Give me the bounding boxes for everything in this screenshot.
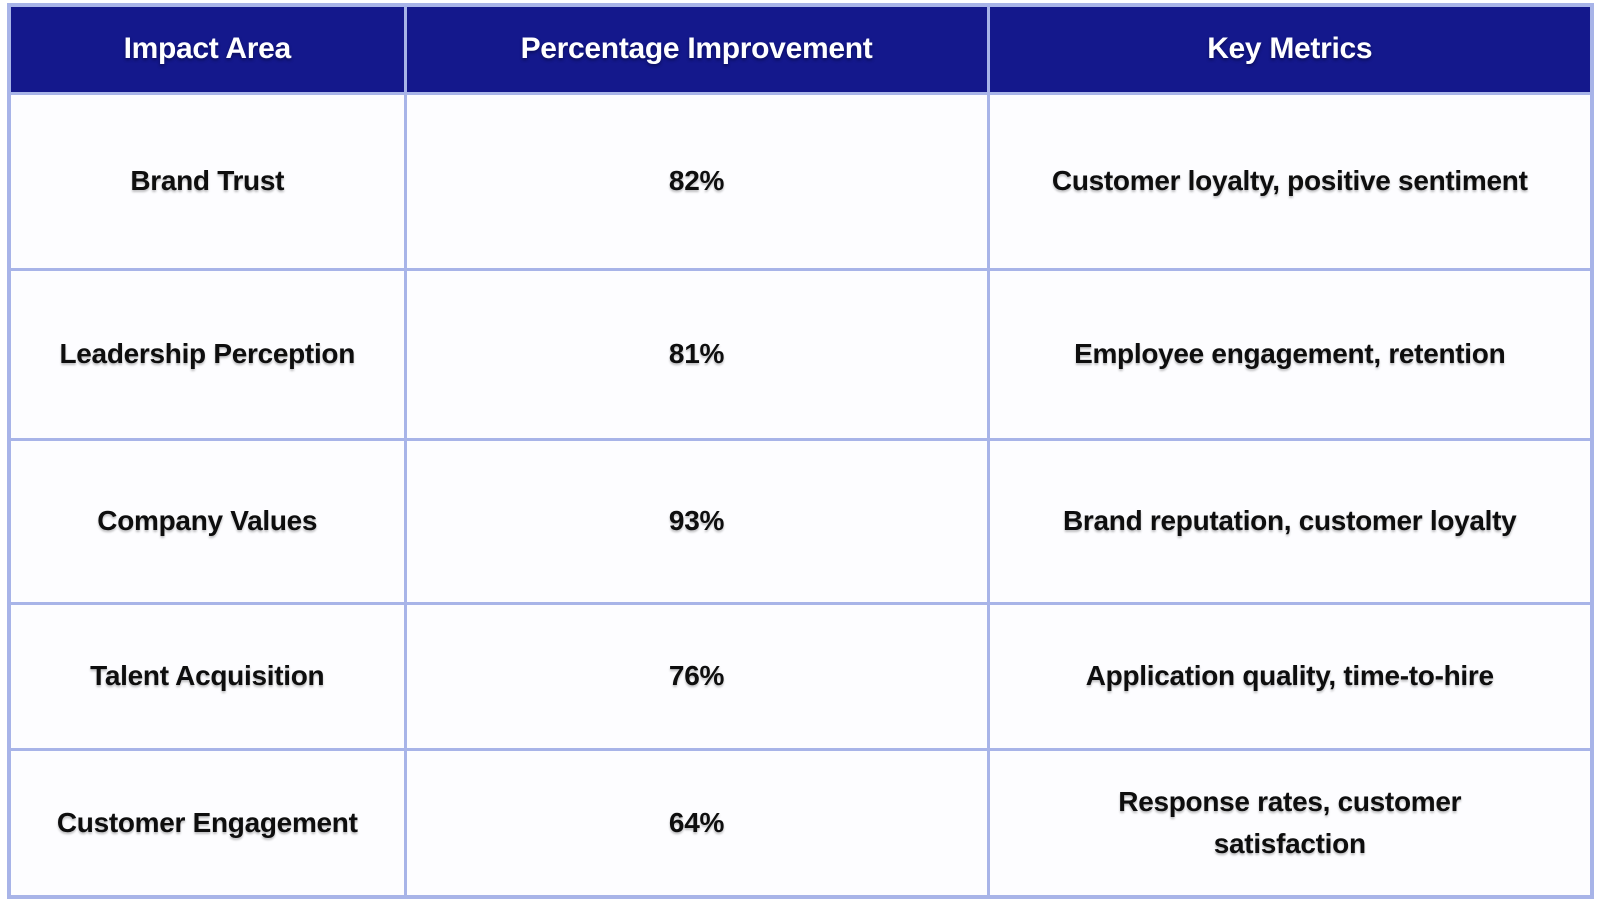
cell-percentage: 76% [403, 601, 990, 751]
cell-impact-area: Brand Trust [7, 91, 407, 271]
column-header-impact-area: Impact Area [7, 3, 407, 95]
cell-impact-area: Leadership Perception [7, 267, 407, 441]
cell-percentage: 82% [403, 91, 990, 271]
cell-impact-area: Talent Acquisition [7, 601, 407, 751]
table-row-customer-engagement: Customer Engagement 64% Response rates, … [7, 747, 1594, 899]
column-header-key-metrics: Key Metrics [986, 3, 1594, 95]
cell-key-metrics: Employee engagement, retention [986, 267, 1594, 441]
table-row-brand-trust: Brand Trust 82% Customer loyalty, positi… [7, 91, 1594, 271]
cell-key-metrics-text: Response rates, customer satisfaction [1118, 785, 1462, 859]
cell-key-metrics: Response rates, customer satisfaction [986, 747, 1594, 899]
table-row-leadership-perception: Leadership Perception 81% Employee engag… [7, 267, 1594, 441]
cell-percentage: 81% [403, 267, 990, 441]
table-row-talent-acquisition: Talent Acquisition 76% Application quali… [7, 601, 1594, 751]
cell-impact-area: Customer Engagement [7, 747, 407, 899]
cell-key-metrics: Application quality, time-to-hire [986, 601, 1594, 751]
cell-percentage: 64% [403, 747, 990, 899]
column-header-percentage-improvement: Percentage Improvement [403, 3, 990, 95]
header-row: Impact Area Percentage Improvement Key M… [7, 3, 1594, 95]
cell-percentage: 93% [403, 437, 990, 605]
table-row-company-values: Company Values 93% Brand reputation, cus… [7, 437, 1594, 605]
impact-table: Impact Area Percentage Improvement Key M… [7, 3, 1594, 899]
cell-key-metrics: Customer loyalty, positive sentiment [986, 91, 1594, 271]
cell-key-metrics: Brand reputation, customer loyalty [986, 437, 1594, 605]
cell-impact-area: Company Values [7, 437, 407, 605]
